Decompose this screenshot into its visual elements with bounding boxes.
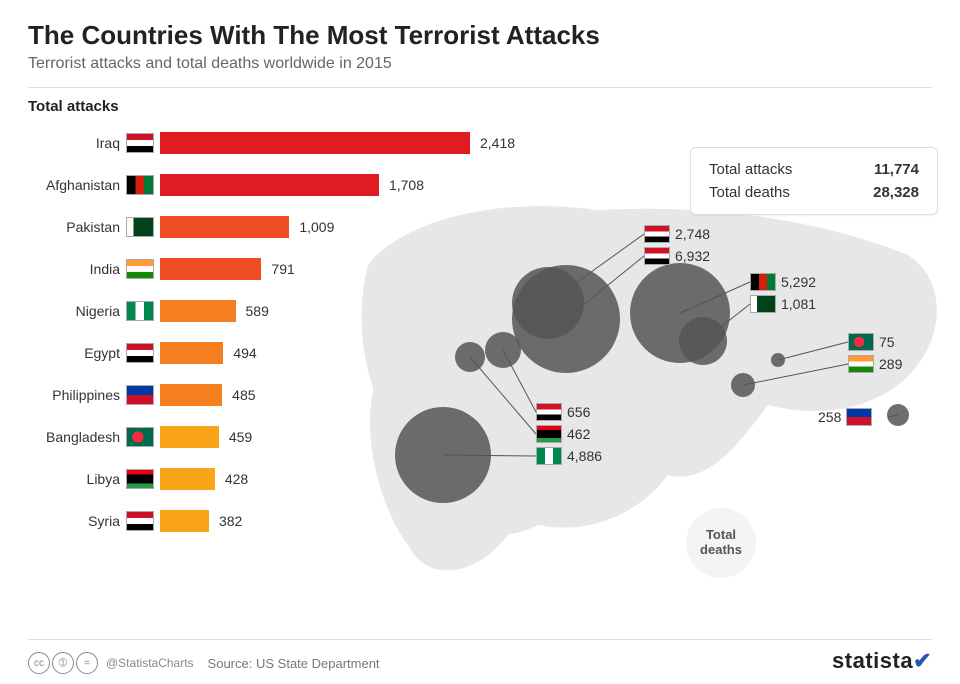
death-value: 258 [818,409,841,425]
bar-value: 2,418 [470,135,515,151]
flag-pakistan-icon [126,217,154,237]
bar [160,342,223,364]
totals-deaths-value: 28,328 [873,184,919,201]
page-subtitle: Terrorist attacks and total deaths world… [28,55,932,73]
bar-label: Afghanistan [28,177,126,193]
source-prefix: Source: [208,656,253,671]
death-bubble-iraq [512,265,620,373]
bar-label: Egypt [28,345,126,361]
cc-icon: cc [28,652,50,674]
bar-label: India [28,261,126,277]
attacks-section-label: Total attacks [28,98,932,115]
death-bubble-nigeria [395,407,491,503]
bar-label: Philippines [28,387,126,403]
death-value: 6,932 [675,248,710,264]
flag-afghanistan-icon [126,175,154,195]
cc-icons: cc ➀ = [28,652,98,674]
cc-nd-icon: = [76,652,98,674]
flag-syria-icon [644,225,670,243]
death-bubble-bangladesh [771,353,785,367]
death-label-india: 289 [848,355,902,373]
brand-logo: statista✔ [832,648,932,674]
deaths-map: Total attacks 11,774 Total deaths 28,328… [338,155,958,595]
bar-label: Pakistan [28,219,126,235]
bar-label: Iraq [28,135,126,151]
death-bubble-philippines [887,404,909,426]
death-label-afghanistan: 5,292 [750,273,816,291]
flag-pakistan-icon [750,295,776,313]
totals-attacks-value: 11,774 [874,161,919,178]
death-label-bangladesh: 75 [848,333,895,351]
flag-nigeria-icon [536,447,562,465]
bar-value: 485 [222,387,255,403]
flag-bangladesh-icon [848,333,874,351]
flag-philippines-icon [126,385,154,405]
flag-libya-icon [536,425,562,443]
bar-value: 494 [223,345,256,361]
flag-iraq-icon [126,133,154,153]
death-label-pakistan: 1,081 [750,295,816,313]
flag-afghanistan-icon [750,273,776,291]
deaths-caption-bubble: Total deaths [686,508,756,578]
flag-egypt-icon [126,343,154,363]
flag-philippines-icon [846,408,872,426]
flag-nigeria-icon [126,301,154,321]
deaths-caption-text: Total deaths [686,528,756,558]
flag-india-icon [126,259,154,279]
flag-egypt-icon [536,403,562,421]
bar [160,258,261,280]
death-label-philippines: 258 [818,408,872,426]
bar-label: Nigeria [28,303,126,319]
page-title: The Countries With The Most Terrorist At… [28,20,932,51]
bar-value: 1,009 [289,219,334,235]
bar-label: Bangladesh [28,429,126,445]
bar-label: Syria [28,513,126,529]
footer-handle: @StatistaCharts [106,656,194,670]
bar-value: 382 [209,513,242,529]
totals-deaths-label: Total deaths [709,184,790,201]
bar [160,300,236,322]
bar-value: 791 [261,261,294,277]
death-label-egypt: 656 [536,403,590,421]
death-value: 5,292 [781,274,816,290]
flag-libya-icon [126,469,154,489]
death-label-syria: 2,748 [644,225,710,243]
death-label-nigeria: 4,886 [536,447,602,465]
death-value: 289 [879,356,902,372]
bar [160,426,219,448]
bar [160,216,289,238]
flag-india-icon [848,355,874,373]
death-bubble-pakistan [679,317,727,365]
death-value: 4,886 [567,448,602,464]
bar [160,384,222,406]
divider [28,87,932,88]
bar-value: 459 [219,429,252,445]
death-value: 2,748 [675,226,710,242]
death-bubble-india [731,373,755,397]
flag-bangladesh-icon [126,427,154,447]
death-bubble-libya [455,342,485,372]
flag-syria-icon [126,511,154,531]
bar-value: 589 [236,303,269,319]
death-value: 462 [567,426,590,442]
totals-attacks-label: Total attacks [709,161,792,178]
source-text: US State Department [256,656,380,671]
death-value: 1,081 [781,296,816,312]
death-value: 656 [567,404,590,420]
bar [160,468,215,490]
flag-iraq-icon [644,247,670,265]
cc-by-icon: ➀ [52,652,74,674]
bar-label: Libya [28,471,126,487]
death-label-iraq: 6,932 [644,247,710,265]
death-label-libya: 462 [536,425,590,443]
totals-card: Total attacks 11,774 Total deaths 28,328 [690,147,938,215]
death-value: 75 [879,334,895,350]
bar [160,132,470,154]
bar-value: 428 [215,471,248,487]
death-bubble-egypt [485,332,521,368]
bar [160,510,209,532]
